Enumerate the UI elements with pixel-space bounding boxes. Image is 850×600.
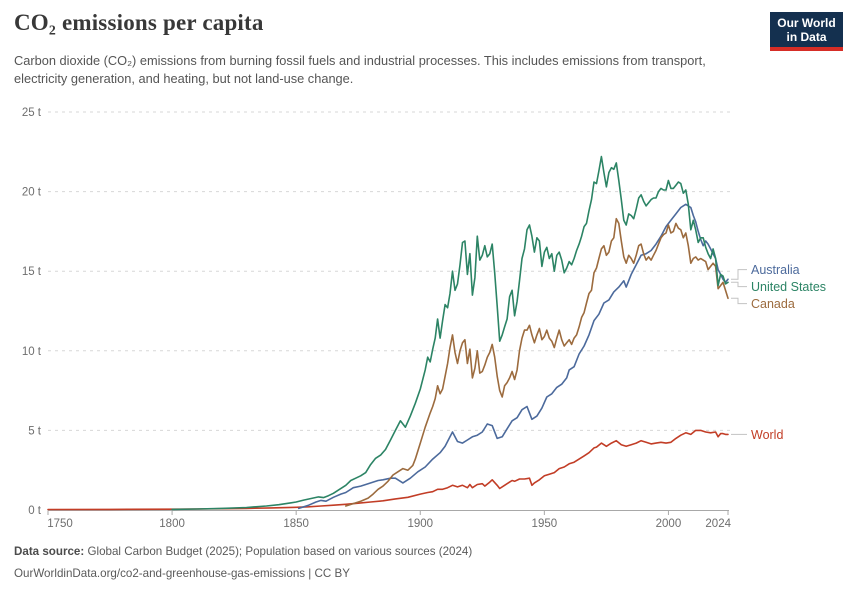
label-connector xyxy=(731,269,747,280)
owid-logo[interactable]: Our World in Data xyxy=(770,12,843,51)
x-axis-label: 1950 xyxy=(532,518,558,530)
y-axis-label: 0 t xyxy=(28,505,42,517)
label-connector xyxy=(731,297,747,305)
y-axis-label: 25 t xyxy=(22,107,42,119)
label-connector xyxy=(731,281,747,288)
citation-link[interactable]: OurWorldinData.org/co2-and-greenhouse-ga… xyxy=(14,566,350,580)
series-line-world[interactable] xyxy=(47,429,729,511)
x-axis-label: 2000 xyxy=(656,518,682,530)
data-source-text: Global Carbon Budget (2025); Population … xyxy=(87,545,473,558)
chart-subtitle: Carbon dioxide (CO₂) emissions from burn… xyxy=(14,53,706,87)
owid-logo-line2: in Data xyxy=(786,30,827,44)
series-line-australia[interactable] xyxy=(297,203,729,510)
y-axis-label: 10 t xyxy=(22,346,42,358)
x-axis-label: 2024 xyxy=(705,518,731,530)
series-label-world[interactable]: World xyxy=(751,428,783,442)
series-label-united-states[interactable]: United States xyxy=(751,280,826,294)
series-label-australia[interactable]: Australia xyxy=(751,263,800,277)
series-label-canada[interactable]: Canada xyxy=(751,297,795,311)
x-axis-label: 1850 xyxy=(283,518,309,530)
y-axis-label: 5 t xyxy=(28,425,42,437)
chart-title: CO₂ emissions per capita xyxy=(14,10,264,35)
x-axis-label: 1750 xyxy=(47,518,73,530)
x-axis-label: 1800 xyxy=(159,518,185,530)
series-line-canada[interactable] xyxy=(344,217,729,507)
y-axis-label: 20 t xyxy=(22,187,42,199)
chart-footer: Data source: Global Carbon Budget (2025)… xyxy=(14,541,472,584)
data-source-label: Data source: xyxy=(14,545,85,558)
series-line-united-states[interactable] xyxy=(171,155,729,511)
x-axis-label: 1900 xyxy=(407,518,433,530)
y-axis-label: 15 t xyxy=(22,266,42,278)
owid-logo-line1: Our World xyxy=(777,16,836,30)
data-source-line: Data source: Global Carbon Budget (2025)… xyxy=(14,541,472,563)
